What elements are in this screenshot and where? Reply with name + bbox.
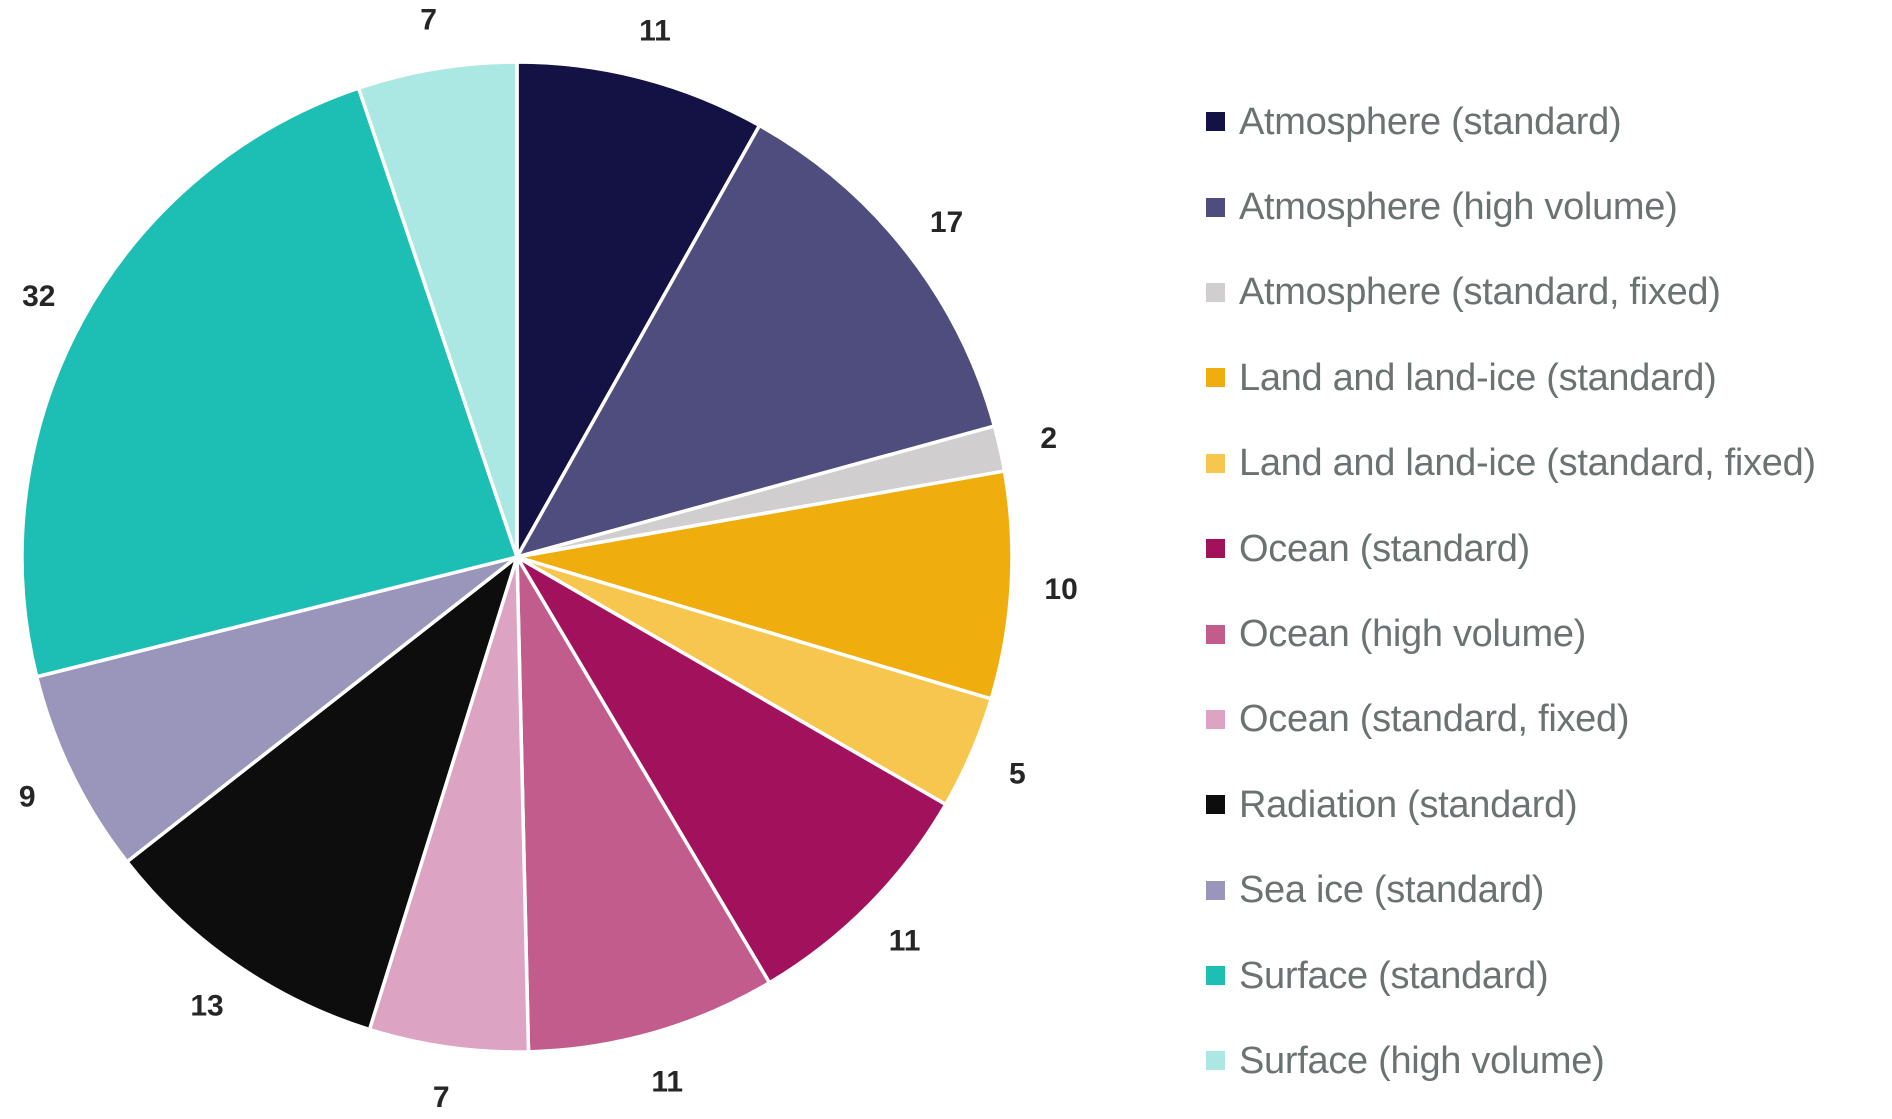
legend-item-surface-high-volume: Surface (high volume)	[1206, 1018, 1816, 1103]
legend-item-atmosphere-standard-fixed: Atmosphere (standard, fixed)	[1206, 250, 1816, 335]
legend-label: Ocean (standard)	[1239, 527, 1530, 570]
data-label-atmosphere-standard-fixed: 2	[1040, 422, 1057, 455]
legend: Atmosphere (standard) Atmosphere (high vo…	[1206, 79, 1816, 1104]
pie-slice-radiation-standard	[125, 555, 519, 1032]
legend-item-ocean-high-volume: Ocean (high volume)	[1206, 591, 1816, 676]
legend-swatch-icon	[1206, 197, 1225, 217]
legend-label: Atmosphere (standard, fixed)	[1239, 271, 1721, 314]
legend-swatch-icon	[1206, 624, 1225, 644]
legend-item-sea-ice-standard: Sea ice (standard)	[1206, 848, 1816, 933]
data-label-atmosphere-standard: 11	[639, 14, 671, 47]
pie-slice-sea-ice-standard	[34, 555, 519, 864]
pie-slice-atmosphere-high-volume	[515, 123, 997, 559]
legend-label: Sea ice (standard)	[1239, 869, 1545, 912]
data-label-land-and-land-ice-standard-fixed: 5	[1009, 757, 1026, 790]
data-label-sea-ice-standard: 9	[19, 780, 36, 813]
legend-label: Ocean (high volume)	[1239, 613, 1587, 656]
legend-label: Surface (high volume)	[1239, 1039, 1605, 1082]
data-label-surface-standard: 32	[22, 280, 55, 313]
pie-slice-surface-high-volume	[356, 60, 519, 559]
legend-swatch-icon	[1206, 112, 1225, 132]
pie-slice-ocean-standard	[515, 555, 948, 985]
pie-slice-land-and-land-ice-standard	[515, 469, 1014, 701]
legend-item-radiation-standard: Radiation (standard)	[1206, 762, 1816, 847]
legend-item-ocean-standard-fixed: Ocean (standard, fixed)	[1206, 677, 1816, 762]
legend-label: Atmosphere (standard)	[1239, 100, 1622, 143]
legend-label: Land and land-ice (standard)	[1239, 356, 1717, 399]
legend-label: Land and land-ice (standard, fixed)	[1239, 442, 1816, 485]
legend-swatch-icon	[1206, 539, 1225, 559]
pie-slice-ocean-standard-fixed	[367, 555, 531, 1054]
data-label-ocean-standard-fixed: 7	[433, 1081, 450, 1114]
legend-item-atmosphere-high-volume: Atmosphere (high volume)	[1206, 164, 1816, 249]
pie-slice-surface-standard	[20, 86, 519, 679]
legend-item-land-and-land-ice-standard: Land and land-ice (standard)	[1206, 335, 1816, 420]
legend-swatch-icon	[1206, 453, 1225, 473]
legend-swatch-icon	[1206, 368, 1225, 388]
legend-swatch-icon	[1206, 795, 1225, 815]
data-label-ocean-standard: 11	[889, 925, 921, 958]
legend-label: Ocean (standard, fixed)	[1239, 698, 1630, 741]
legend-label: Surface (standard)	[1239, 954, 1549, 997]
data-label-surface-high-volume: 7	[420, 4, 437, 37]
legend-item-atmosphere-standard: Atmosphere (standard)	[1206, 79, 1816, 164]
legend-swatch-icon	[1206, 880, 1225, 900]
legend-label: Radiation (standard)	[1239, 783, 1578, 826]
legend-swatch-icon	[1206, 282, 1225, 302]
legend-swatch-icon	[1206, 966, 1225, 986]
pie-slice-ocean-high-volume	[515, 555, 772, 1054]
pie-slice-atmosphere-standard	[515, 60, 762, 559]
data-label-land-and-land-ice-standard: 10	[1044, 573, 1077, 606]
legend-swatch-icon	[1206, 709, 1225, 729]
data-label-atmosphere-high-volume: 17	[930, 206, 963, 239]
data-label-ocean-high-volume: 11	[651, 1065, 683, 1098]
legend-swatch-icon	[1206, 1051, 1225, 1071]
legend-item-ocean-standard: Ocean (standard)	[1206, 506, 1816, 591]
legend-item-surface-standard: Surface (standard)	[1206, 933, 1816, 1018]
legend-label: Atmosphere (high volume)	[1239, 186, 1678, 229]
data-label-radiation-standard: 13	[190, 990, 223, 1023]
legend-item-land-and-land-ice-standard-fixed: Land and land-ice (standard, fixed)	[1206, 421, 1816, 506]
